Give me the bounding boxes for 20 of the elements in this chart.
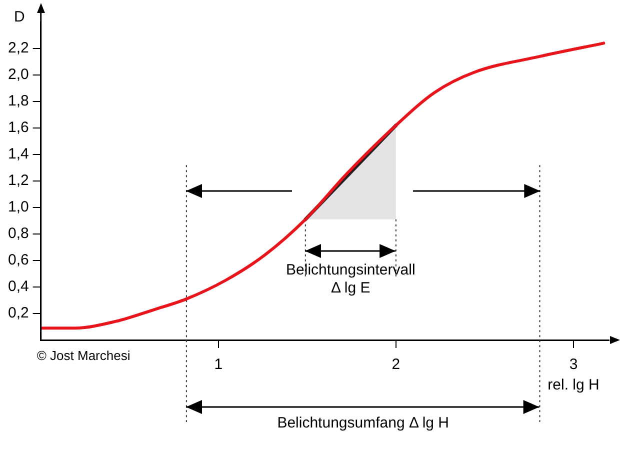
x-tick-label: 3	[569, 356, 578, 374]
text: © Jost Marchesi	[36, 348, 130, 364]
x-tick-label: 1	[214, 356, 223, 374]
text: Belichtungsumfang Δ lg H	[277, 414, 449, 432]
y-tick-label: 1,0	[8, 198, 29, 216]
annotation: Belichtungsintervall Δ lg E	[286, 262, 416, 297]
y-tick-label: 2,2	[8, 40, 29, 57]
x-tick-label: 2	[392, 356, 400, 374]
y-tick-label: 0,8	[8, 225, 29, 242]
y-axis-title: D	[14, 8, 26, 26]
y-tick-label: 0,2	[8, 304, 29, 322]
y-tick-label: 1,2	[8, 172, 29, 190]
y-tick-label: 1,6	[8, 119, 29, 136]
y-tick-label: 0,6	[8, 252, 29, 269]
x-axis-title: rel. lg H	[548, 376, 600, 394]
y-tick-label: 1,8	[8, 92, 29, 110]
y-tick-label: 2,0	[8, 66, 29, 84]
y-tick-label: 0,4	[8, 278, 29, 296]
y-tick-label: 1,4	[8, 146, 29, 163]
line-series	[40, 42, 606, 330]
